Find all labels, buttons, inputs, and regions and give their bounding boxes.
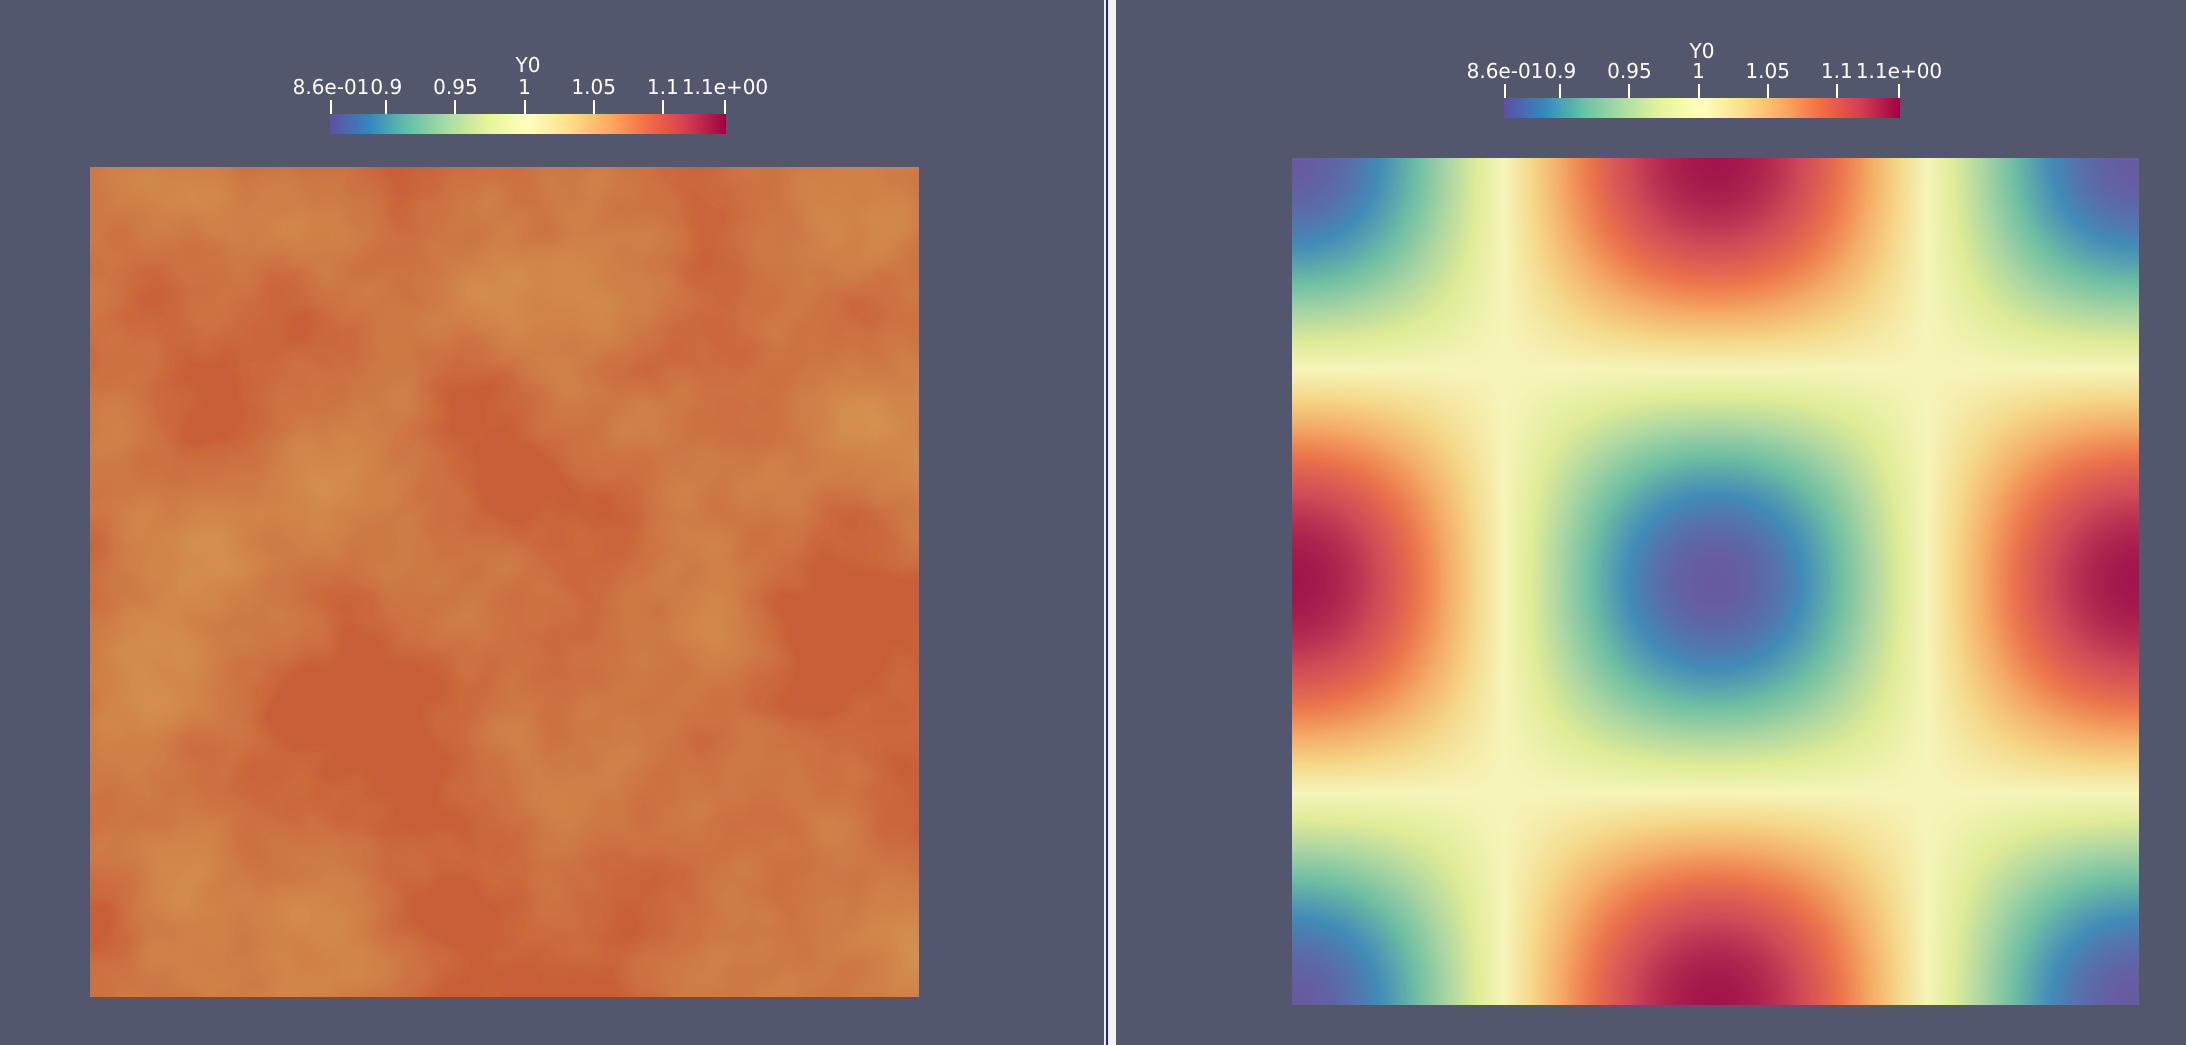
colorbar-tick-mark xyxy=(330,100,332,114)
colorbar-legend-left: Y0 8.6e-01 0.9 0.95 1 1.05 1.1 1.1e+00 xyxy=(293,53,768,134)
colorbar-tick-label: 1.05 xyxy=(1745,59,1790,83)
colorbar-title: Y0 xyxy=(515,53,541,77)
colorbar-tick-label: 0.9 xyxy=(370,75,403,99)
colorbar-tick-label: 1.05 xyxy=(571,75,616,99)
scalar-field-plot-left[interactable] xyxy=(90,167,919,997)
render-view-left[interactable]: Y0 8.6e-01 0.9 0.95 1 1.05 1.1 1.1e+00 xyxy=(0,0,1104,1045)
active-view-indicator xyxy=(1106,0,1108,1045)
scalar-field-plot-right[interactable] xyxy=(1292,158,2139,1005)
colorbar-tick-mark xyxy=(1766,84,1769,98)
colorbar-tick-label: 0.95 xyxy=(1607,59,1652,83)
colorbar-tick-label: 1.1 xyxy=(1820,59,1853,83)
colorbar-tick-label: 1 xyxy=(518,75,531,99)
colorbar-tick-mark xyxy=(1898,84,1900,98)
colorbar-tick-mark xyxy=(1559,84,1562,98)
colorbar-tick-label: 0.95 xyxy=(433,75,478,99)
cosine-field-image xyxy=(1292,158,2139,1005)
noise-field-image xyxy=(90,167,919,997)
colorbar-ramp xyxy=(330,114,726,134)
colorbar-tick-mark xyxy=(454,100,457,114)
colorbar-tick-label: 1.1e+00 xyxy=(1855,59,1943,83)
colorbar-ramp xyxy=(1504,98,1900,118)
colorbar-tick-mark xyxy=(661,100,664,114)
colorbar-tick-mark xyxy=(1504,84,1506,98)
colorbar-tick-label: 1 xyxy=(1692,59,1705,83)
colorbar-tick-label: 8.6e-01 xyxy=(292,75,370,99)
colorbar-tick-mark xyxy=(1835,84,1838,98)
colorbar-tick-mark xyxy=(385,100,388,114)
colorbar-tick-mark xyxy=(724,100,726,114)
colorbar-title: Y0 xyxy=(1689,39,1715,63)
colorbar-tick-label: 0.9 xyxy=(1544,59,1577,83)
colorbar-tick-mark xyxy=(1628,84,1631,98)
colorbar-tick-mark xyxy=(1697,84,1700,98)
colorbar-tick-label: 1.1 xyxy=(646,75,679,99)
render-view-right[interactable]: Y0 8.6e-01 0.9 0.95 1 1.05 1.1 1.1e+00 xyxy=(1116,0,2186,1045)
colorbar-tick-mark xyxy=(592,100,595,114)
colorbar-tick-mark xyxy=(523,100,526,114)
colorbar-tick-label: 8.6e-01 xyxy=(1466,59,1544,83)
colorbar-tick-label: 1.1e+00 xyxy=(681,75,769,99)
colorbar-legend-right: Y0 8.6e-01 0.9 0.95 1 1.05 1.1 1.1e+00 xyxy=(1467,39,1942,120)
